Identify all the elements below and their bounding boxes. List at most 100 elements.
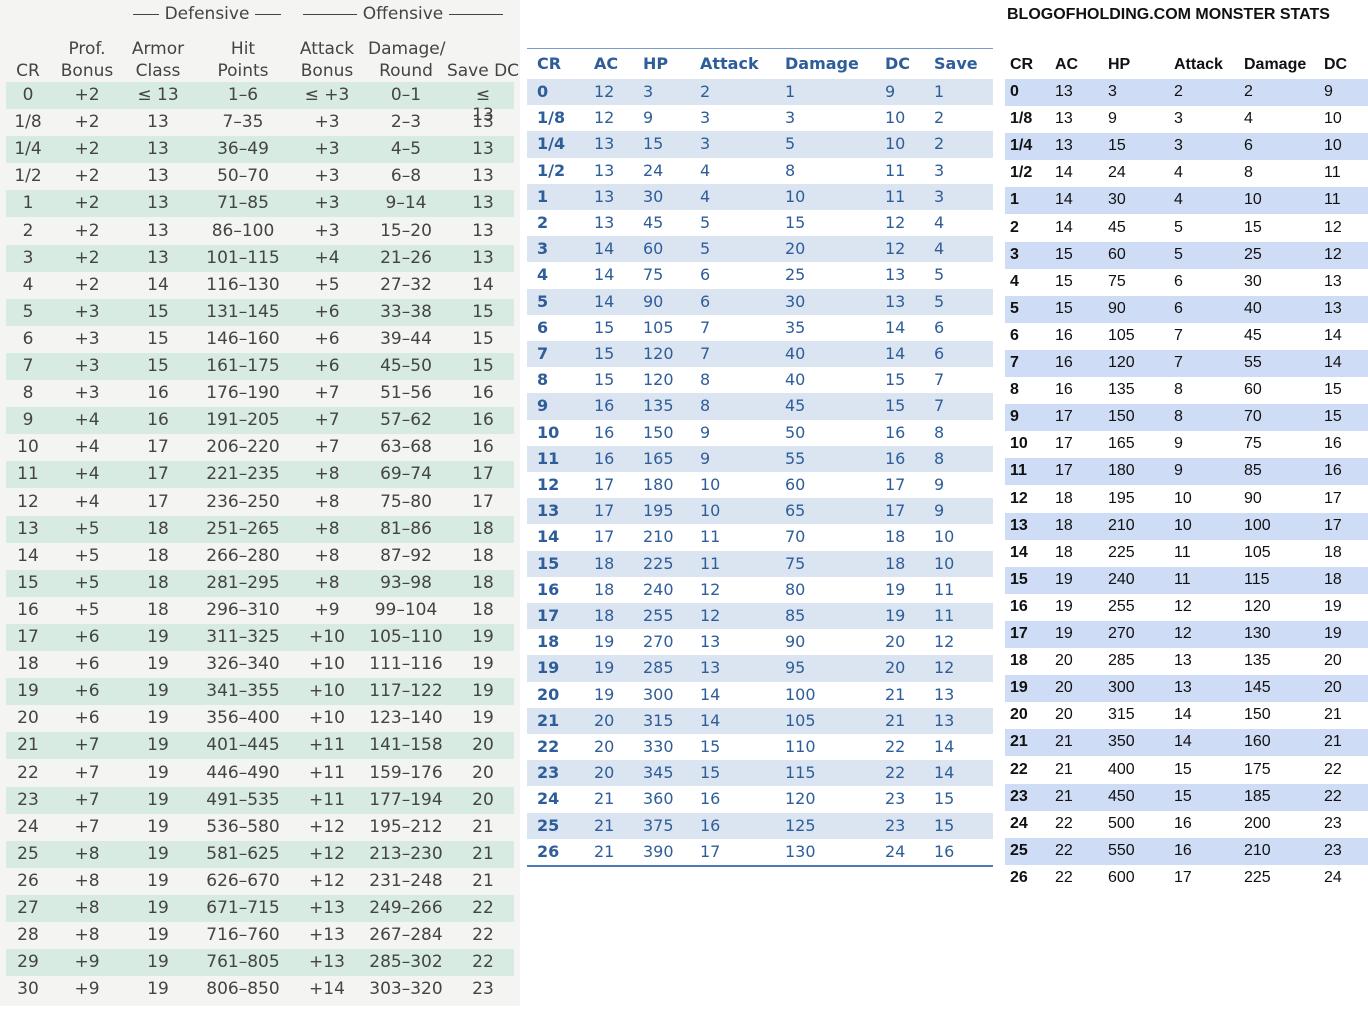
cell: 10 <box>1324 137 1342 155</box>
cell: 18 <box>17 654 39 675</box>
cell: 50–70 <box>217 166 269 187</box>
cell: +8 <box>314 464 340 485</box>
cell: 3 <box>1108 83 1117 100</box>
cell: 18 <box>1324 570 1342 588</box>
cell: 7 <box>934 370 945 390</box>
cell: +13 <box>309 952 345 973</box>
cell: 23 <box>537 763 560 783</box>
cell: 177–194 <box>369 789 443 810</box>
cell: 326–340 <box>206 654 280 675</box>
cell: +10 <box>309 681 345 702</box>
cell: 1/4 <box>14 139 42 160</box>
cell: 21 <box>885 710 906 730</box>
cell: 75 <box>1108 272 1126 290</box>
cell: 11 <box>885 160 906 180</box>
cell: 3 <box>785 108 796 128</box>
cell: 11 <box>934 606 955 625</box>
cell: 2–3 <box>390 112 422 133</box>
cell: 57–62 <box>380 410 432 431</box>
cell: 19 <box>17 681 39 702</box>
cell: 10 <box>1010 435 1028 453</box>
cell: 0–1 <box>390 85 422 105</box>
cell: 1/2 <box>1010 164 1033 182</box>
cell: 7 <box>537 344 549 363</box>
row-band <box>1005 512 1368 540</box>
cell: 75 <box>785 553 806 573</box>
cell: 20 <box>537 684 560 704</box>
cell: 3 <box>1174 137 1183 155</box>
cell: 17 <box>1324 489 1342 507</box>
cell: 18 <box>1055 543 1073 561</box>
cell: 345 <box>643 763 674 783</box>
cell: 13 <box>1324 299 1342 317</box>
cell: 1/2 <box>14 166 42 187</box>
row-band <box>1005 214 1368 242</box>
row-band <box>6 569 514 597</box>
cell: 240 <box>1108 570 1135 588</box>
cell: 13 <box>472 220 494 241</box>
row-band <box>527 760 993 787</box>
cell: 16 <box>1010 597 1028 615</box>
cell: 19 <box>885 606 906 625</box>
cell: 13 <box>1174 652 1192 670</box>
row-band <box>1005 350 1368 378</box>
cell: 20 <box>785 239 806 259</box>
cell: 18 <box>594 579 615 599</box>
cell: 6 <box>22 328 34 349</box>
cell: 7–35 <box>222 112 264 133</box>
cell: 21 <box>1055 760 1073 778</box>
cell: 267–284 <box>369 925 443 946</box>
row-band <box>6 786 514 814</box>
cell: 17 <box>17 627 39 647</box>
cell: 12 <box>700 606 721 625</box>
row-band <box>1005 783 1368 811</box>
cell: 16 <box>594 396 615 416</box>
row-band <box>1005 404 1368 432</box>
cell: 9 <box>934 475 945 494</box>
cell: 25 <box>537 815 560 835</box>
cell: +8 <box>74 925 100 946</box>
row-band <box>6 407 514 435</box>
row-band <box>1005 675 1368 703</box>
cell: 23 <box>17 789 39 810</box>
cell: 19 <box>147 627 169 647</box>
cell: 16 <box>1055 326 1073 344</box>
cell: 3 <box>1174 110 1183 128</box>
cell: 18 <box>472 545 494 566</box>
cell: 13 <box>1174 679 1192 697</box>
cell: 3 <box>1010 245 1019 263</box>
row-band <box>527 183 993 210</box>
cell: 13 <box>1324 272 1342 290</box>
cell: 195 <box>643 501 674 521</box>
cell: 105 <box>1108 326 1135 344</box>
cell: 110 <box>785 737 816 756</box>
cell: +9 <box>74 952 100 973</box>
cell: +5 <box>314 274 340 295</box>
cell: 21 <box>472 870 494 891</box>
cell: 12 <box>934 632 955 652</box>
cell: 14 <box>17 545 39 566</box>
cell: 3 <box>700 134 711 154</box>
cell: 315 <box>643 710 674 730</box>
cell: +14 <box>309 979 345 1000</box>
cell: 5 <box>1174 218 1183 236</box>
cell: 13 <box>472 193 494 214</box>
cell: 20 <box>594 737 615 756</box>
cell: ≤ +3 <box>304 85 350 105</box>
cell: 581–625 <box>206 843 280 864</box>
cell: 9–14 <box>385 193 427 214</box>
cell: 9 <box>700 422 711 442</box>
cell: 19 <box>147 843 169 864</box>
row-band <box>1005 702 1368 730</box>
cell: 33–38 <box>380 301 432 322</box>
cell: 21 <box>1324 733 1342 751</box>
cell: 40 <box>785 344 806 363</box>
row-band <box>527 838 993 865</box>
cell: +11 <box>309 735 345 756</box>
cell: 60 <box>1244 381 1262 399</box>
cell: 3 <box>22 247 34 268</box>
row-band <box>1005 539 1368 567</box>
cell: 19 <box>147 681 169 702</box>
cell: 15 <box>1324 381 1342 399</box>
cell: 17 <box>1174 868 1192 886</box>
